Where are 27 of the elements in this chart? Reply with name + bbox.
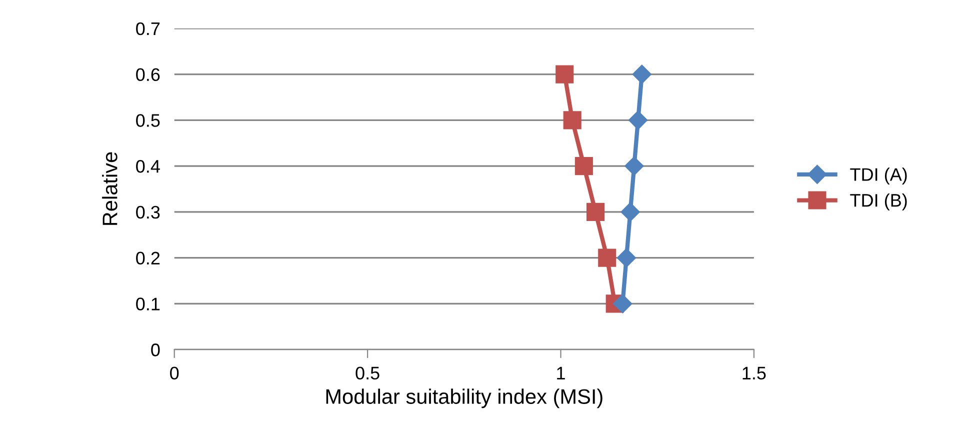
point: [616, 248, 636, 268]
x-tick-label: 0.5: [356, 366, 380, 380]
point: [556, 65, 574, 84]
x-tick-label: 1: [557, 366, 565, 380]
legend-label: TDI (A): [850, 168, 907, 184]
point: [620, 202, 640, 222]
x-axis-title: Modular suitability index (MSI): [326, 388, 602, 408]
point: [598, 248, 616, 267]
y-tick-label: 0.2: [136, 252, 160, 265]
y-tick-label: 0.1: [136, 298, 160, 310]
y-tick-label: 0.3: [136, 206, 160, 219]
y-axis-title: Relative: [102, 152, 118, 225]
point: [574, 157, 593, 176]
y-tick-label: 0.4: [136, 160, 160, 173]
point: [563, 111, 582, 130]
point: [613, 294, 632, 314]
point: [632, 64, 652, 84]
x-tick-label: 1.5: [742, 366, 766, 380]
y-tick-label: 0.7: [136, 22, 160, 36]
y-tick-label: 0: [151, 344, 160, 356]
legend-label: TDI (B): [850, 194, 907, 210]
point: [628, 110, 648, 130]
y-tick-label: 0.6: [136, 68, 160, 82]
x-tick-label: 0: [170, 366, 179, 380]
point: [586, 202, 605, 221]
y-tick-label: 0.5: [136, 114, 160, 127]
point: [624, 156, 644, 176]
